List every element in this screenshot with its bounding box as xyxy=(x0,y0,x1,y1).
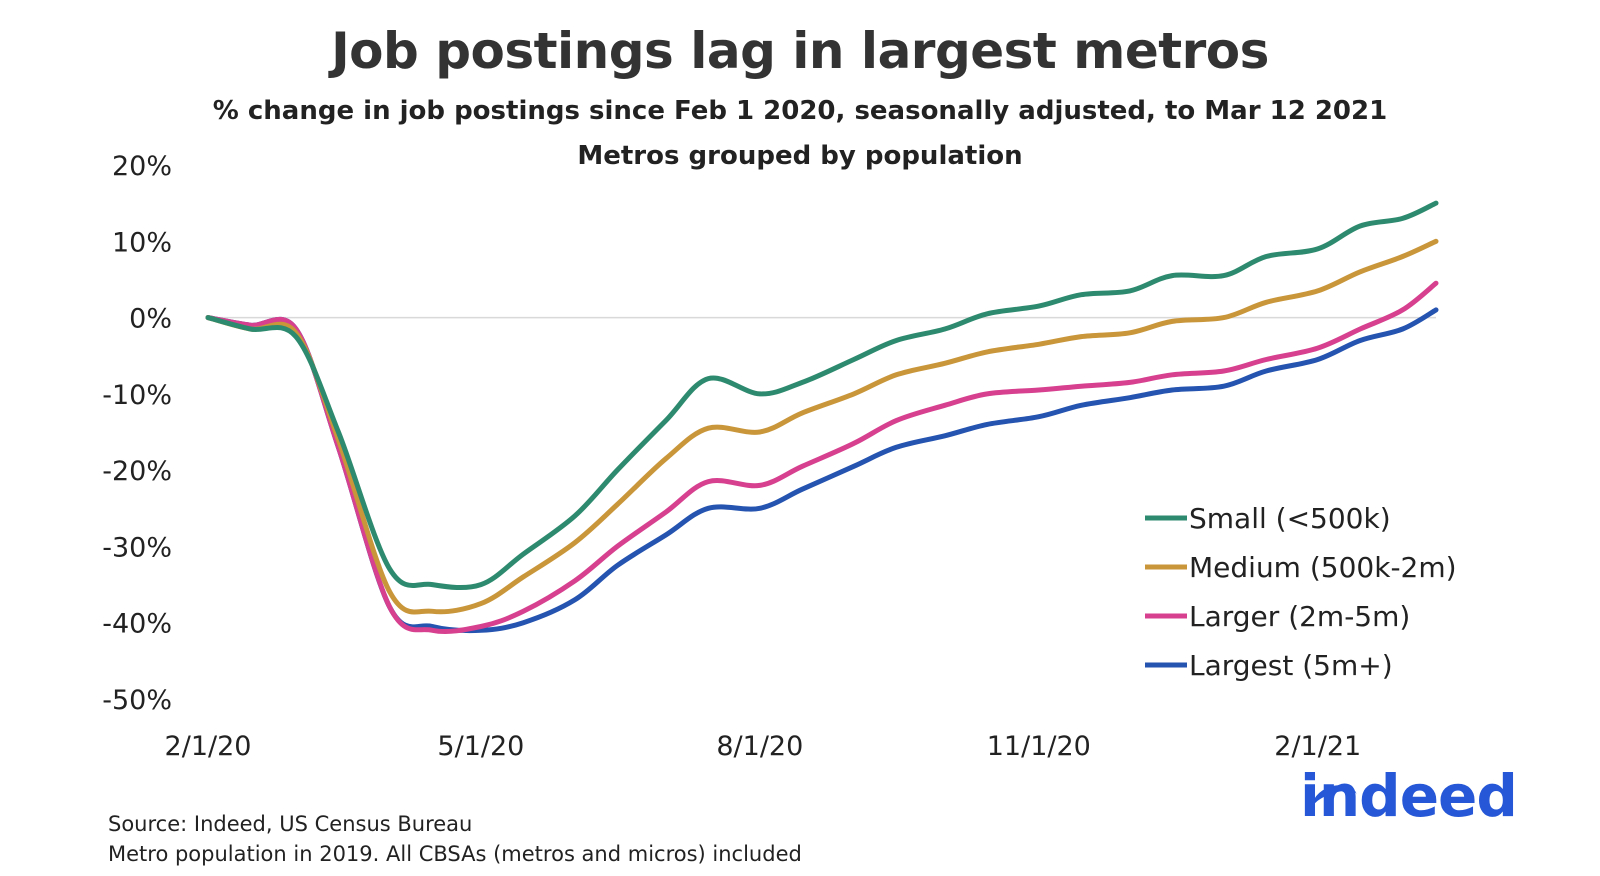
y-axis: 20% 10% 0% -10% -20% -30% -40% -50% xyxy=(102,151,172,716)
population-note: Metro population in 2019. All CBSAs (met… xyxy=(108,842,802,866)
x-tick-label: 8/1/20 xyxy=(716,731,803,762)
x-axis: 2/1/20 5/1/20 8/1/20 11/1/20 2/1/21 xyxy=(165,731,1362,762)
x-tick-label: 2/1/20 xyxy=(165,731,252,762)
chart-title: Job postings lag in largest metros xyxy=(331,22,1269,80)
legend-label-larger: Larger (2m-5m) xyxy=(1189,600,1410,633)
x-tick-label: 2/1/21 xyxy=(1274,731,1361,762)
y-tick-label: -50% xyxy=(102,685,172,716)
y-tick-label: 0% xyxy=(129,304,172,335)
series-line-medium xyxy=(205,238,1439,615)
y-tick-label: -40% xyxy=(102,609,172,640)
logo-wordmark: indeed xyxy=(1300,762,1518,830)
legend: Small (<500k) Medium (500k-2m) Larger (2m-… xyxy=(1145,502,1457,682)
x-tick-label: 11/1/20 xyxy=(987,731,1091,762)
chart-subtitle-grouping: Metros grouped by population xyxy=(577,141,1023,171)
legend-label-largest: Largest (5m+) xyxy=(1189,649,1393,682)
legend-label-medium: Medium (500k-2m) xyxy=(1189,551,1457,584)
source-note: Source: Indeed, US Census Bureau xyxy=(108,812,473,836)
y-tick-label: -30% xyxy=(102,532,172,563)
y-tick-label: 10% xyxy=(112,227,172,258)
chart-subtitle: % change in job postings since Feb 1 202… xyxy=(212,96,1388,126)
series-lines xyxy=(205,200,1439,635)
series-line-larger xyxy=(205,280,1439,635)
legend-label-small: Small (<500k) xyxy=(1189,502,1391,535)
x-tick-label: 5/1/20 xyxy=(437,731,524,762)
y-tick-label: -20% xyxy=(102,456,172,487)
y-tick-label: -10% xyxy=(102,380,172,411)
series-line-small xyxy=(205,200,1439,591)
y-tick-label: 20% xyxy=(112,151,172,182)
